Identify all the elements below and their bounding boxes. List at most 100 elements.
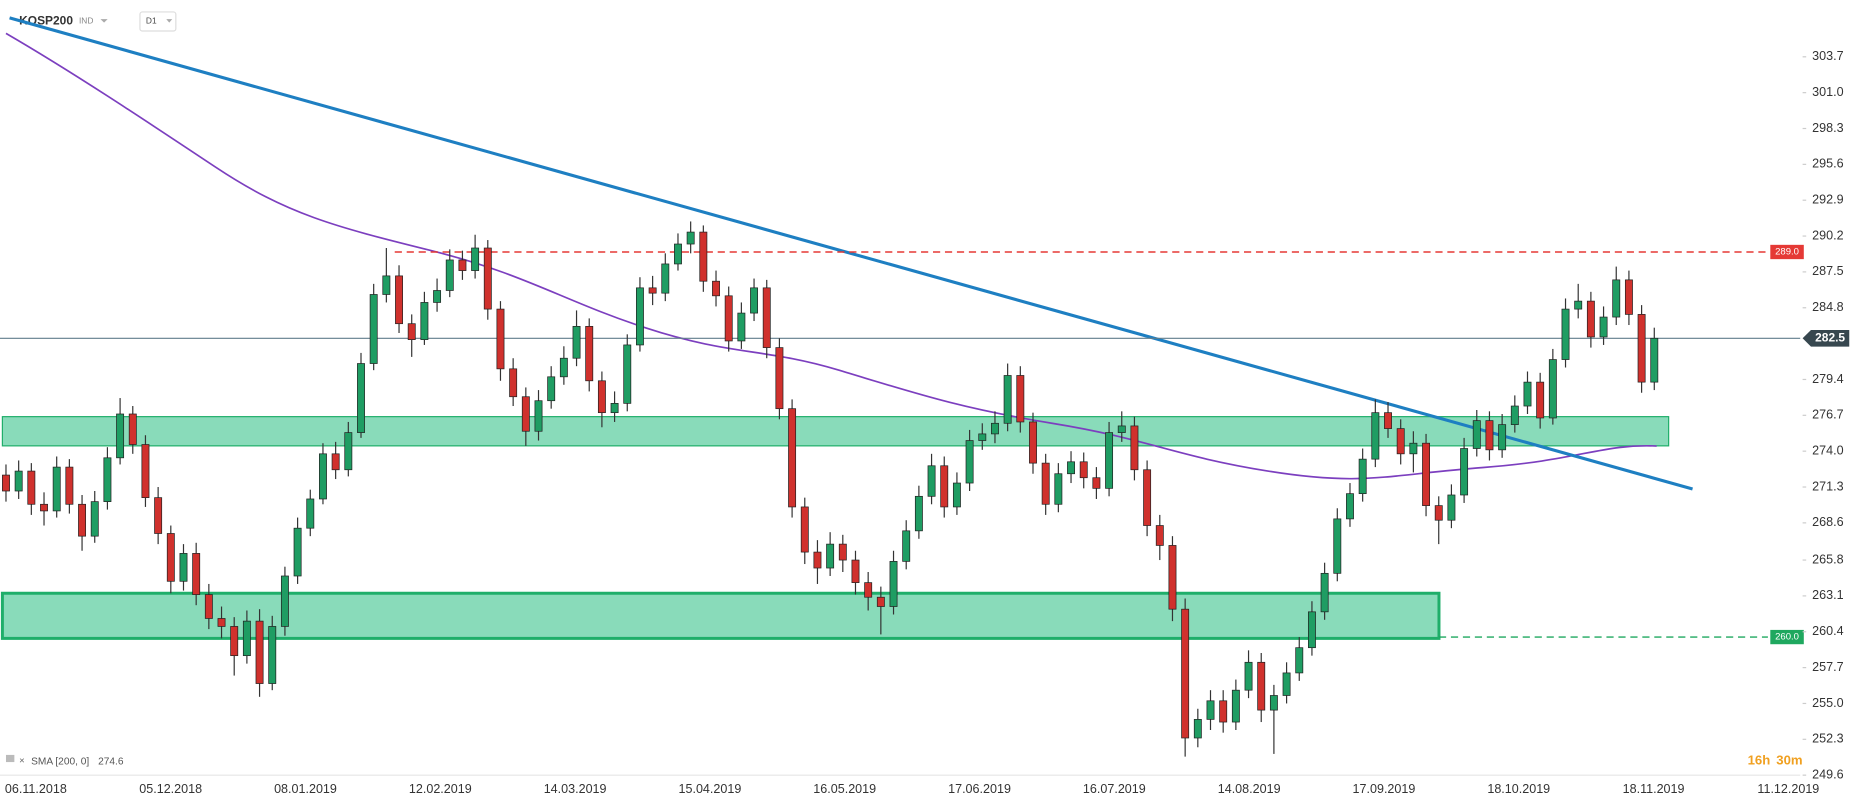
candle-body [395,275,403,325]
interval-selector[interactable] [139,11,177,32]
candle-body [1029,421,1037,464]
candle-body [1561,308,1570,360]
candle-body [420,302,429,340]
trend-line[interactable] [9,16,1693,491]
x-tick-label: 14.08.2019 [1218,782,1281,796]
candles [2,221,1659,757]
x-tick-label: 14.03.2019 [544,782,607,796]
candle-body [1067,461,1075,475]
candle-body [1485,420,1494,451]
candle-body [128,413,137,445]
x-tick-label: 18.11.2019 [1623,782,1685,796]
x-tick-label: 11.12.2019 [1757,782,1819,796]
y-tick-label: 252.3 [1812,732,1843,746]
candle-body [610,403,619,414]
candle-body [1155,525,1164,546]
dropdown-arrow [166,19,173,23]
x-tick-label: 16.05.2019 [813,782,876,796]
candle-body [1130,425,1139,471]
candle-body [483,247,492,310]
candle-body [1624,279,1633,315]
y-tick-label: 255.0 [1812,696,1843,710]
instrument-type: IND [79,16,93,26]
y-tick-label: 287.5 [1812,264,1843,278]
level-label: 260.0 [1775,632,1799,643]
candle-body [547,376,556,402]
candle-body [826,543,835,569]
candle-body [1257,661,1266,711]
candle-body [661,263,670,294]
candle-body [103,457,112,502]
candle-body [1282,672,1291,696]
candle-body [1447,494,1456,521]
candle-body [90,501,99,537]
candle-body [407,323,416,340]
candle-body [1193,719,1202,739]
candle-body [1574,300,1583,310]
candle-body [471,247,480,271]
sma-icon[interactable] [5,754,15,763]
candle-body [357,363,365,433]
y-tick-label: 274.0 [1812,443,1843,457]
y-tick-label: 271.3 [1812,479,1843,493]
candle-body [851,559,860,583]
candle-body [1510,405,1519,425]
date-axis: 06.11.2018 05.12.2018 08.01.2019 12.02.2019… [5,782,1819,796]
sma-value: 274.6 [98,757,124,768]
candle-body [268,626,277,684]
y-tick-label: 295.6 [1812,157,1843,171]
interval: D1 [146,16,157,26]
candle-body [1016,375,1025,423]
candle-body [737,312,746,342]
last-price-badge [1802,329,1850,347]
levels: 289.0 260.0 282.5 [0,244,1850,645]
zones [0,416,1670,640]
last-price-label: 282.5 [1815,330,1845,344]
candle-body [991,422,999,435]
candle-body [1650,337,1659,383]
zone [1,416,1670,447]
candle-body [192,553,201,595]
timer-minutes: 30m [1776,752,1802,767]
candle-body [1219,700,1228,723]
candle-body [952,482,961,508]
timer-hours: 16h [1748,752,1771,767]
candle-body [648,287,657,294]
candle-body [1231,689,1240,723]
candle-body [927,465,936,497]
candle-body [1168,545,1177,610]
y-tick-label: 276.7 [1812,408,1843,422]
y-tick-label: 260.4 [1812,624,1843,638]
y-tick-label: 279.4 [1812,372,1843,386]
candle-body [14,470,23,492]
candle-body [1384,412,1392,429]
candle-body [1358,458,1367,495]
candle-body [78,503,87,537]
y-tick-label: 290.2 [1812,228,1843,242]
level-badge [1770,244,1804,260]
candle-body [762,287,771,348]
candle-body [369,294,378,364]
x-tick-label: 17.06.2019 [948,782,1011,796]
x-tick-label: 16.07.2019 [1083,782,1146,796]
candle-body [1269,695,1278,711]
sma-close[interactable]: × [19,755,25,766]
candle-body [635,287,644,346]
candle-body [712,280,720,297]
candle-body [154,497,163,534]
y-tick-label: 263.1 [1812,588,1843,602]
candle-body [255,620,264,684]
candle-body [1333,518,1342,574]
candle-body [1054,473,1063,505]
candle-body [141,444,150,499]
x-tick-label: 18.10.2019 [1487,782,1550,796]
candle-body [1422,442,1431,506]
candle-body [838,543,847,561]
candle-body [306,498,315,529]
candle-body [1586,300,1595,338]
candle-body [1548,359,1557,419]
candle-body [1181,608,1190,739]
candle-body [724,295,733,342]
dropdown-arrow[interactable] [100,19,108,23]
